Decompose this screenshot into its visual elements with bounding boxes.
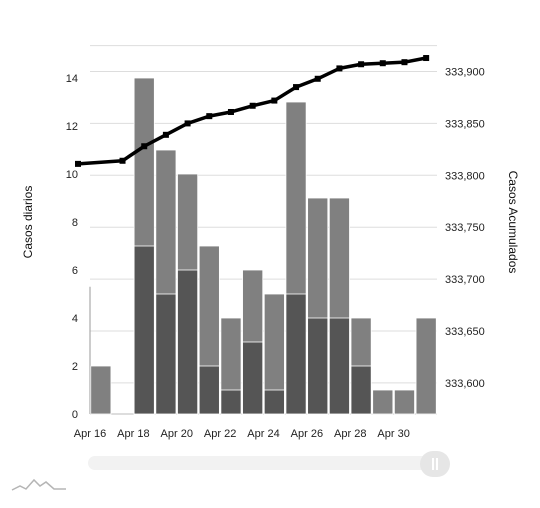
line-point-9	[293, 84, 300, 91]
y-right-tick-5: 333,850	[445, 118, 485, 130]
left-axis-title: Casos diarios	[21, 186, 35, 259]
x-tick-0: Apr 16	[74, 428, 106, 440]
line-point-10	[314, 75, 321, 82]
y-left-tick-5: 10	[66, 169, 78, 181]
bar-total-14	[393, 389, 415, 415]
bar-dark-4	[177, 269, 199, 415]
x-tick-1: Apr 18	[117, 428, 149, 440]
line-point-4	[184, 120, 191, 127]
scrollbar-grip[interactable]	[420, 451, 450, 477]
bar-dark-2	[133, 245, 155, 415]
bar-dark-7	[242, 341, 264, 415]
x-tick-7: Apr 30	[377, 428, 409, 440]
cumulative-line	[77, 56, 427, 166]
bar-dark-8	[263, 389, 285, 415]
line-point-14	[401, 59, 408, 66]
bar-dark-12	[350, 365, 372, 415]
line-point-2	[141, 143, 148, 150]
x-tick-5: Apr 26	[291, 428, 323, 440]
x-axis-ticks: Apr 16 Apr 18 Apr 20 Apr 22 Apr 24 Apr 26 Apr …	[74, 428, 410, 440]
bar-dark-9	[285, 293, 307, 415]
bar-dark-11	[328, 317, 350, 415]
bars	[90, 77, 437, 415]
bar-total-13	[372, 389, 394, 415]
line-point-1	[119, 157, 126, 164]
line-point-0	[75, 160, 81, 167]
y-left-tick-6: 12	[66, 121, 78, 133]
line-point-6	[227, 108, 234, 115]
x-tick-3: Apr 22	[204, 428, 236, 440]
line-point-12	[358, 61, 365, 68]
line-point-7	[249, 102, 256, 109]
line-point-8	[271, 97, 278, 104]
line-point-5	[206, 113, 213, 120]
y-right-tick-3: 333,750	[445, 222, 485, 234]
y-right-tick-4: 333,800	[445, 170, 485, 182]
right-axis-ticks: 333,600 333,650 333,700 333,750 333,800 333,8…	[445, 67, 485, 390]
y-right-tick-1: 333,650	[445, 326, 485, 338]
x-tick-2: Apr 20	[161, 428, 193, 440]
bar-total-0	[90, 365, 112, 415]
line-point-3	[162, 131, 169, 138]
y-right-tick-6: 333,900	[445, 67, 485, 79]
chart-logo-icon	[11, 478, 66, 491]
line-point-11	[336, 65, 343, 72]
scrollbar-track[interactable]	[88, 456, 440, 470]
y-right-tick-0: 333,600	[445, 378, 485, 390]
chart: 0 2 4 6 8 10 12 14 333,600 333,650 333,700 333,750…	[21, 45, 520, 440]
y-left-tick-0: 0	[72, 409, 78, 421]
bar-dark-5	[198, 365, 220, 415]
y-left-tick-7: 14	[66, 73, 78, 85]
bar-dark-10	[307, 317, 329, 415]
bar-dark-3	[155, 293, 177, 415]
line-point-13	[379, 60, 386, 67]
y-left-tick-2: 4	[72, 313, 78, 325]
x-tick-4: Apr 24	[247, 428, 279, 440]
left-axis-ticks: 0 2 4 6 8 10 12 14	[66, 73, 78, 421]
bar-total-15	[415, 317, 437, 415]
y-left-tick-4: 8	[72, 217, 78, 229]
bar-dark-6	[220, 389, 242, 415]
right-axis-title: Casos Acumulados	[506, 171, 520, 274]
y-left-tick-1: 2	[72, 361, 78, 373]
y-right-tick-2: 333,700	[445, 274, 485, 286]
cumulative-series	[75, 55, 430, 167]
x-tick-6: Apr 28	[334, 428, 366, 440]
y-left-tick-3: 6	[72, 265, 78, 277]
line-point-15	[423, 55, 430, 62]
